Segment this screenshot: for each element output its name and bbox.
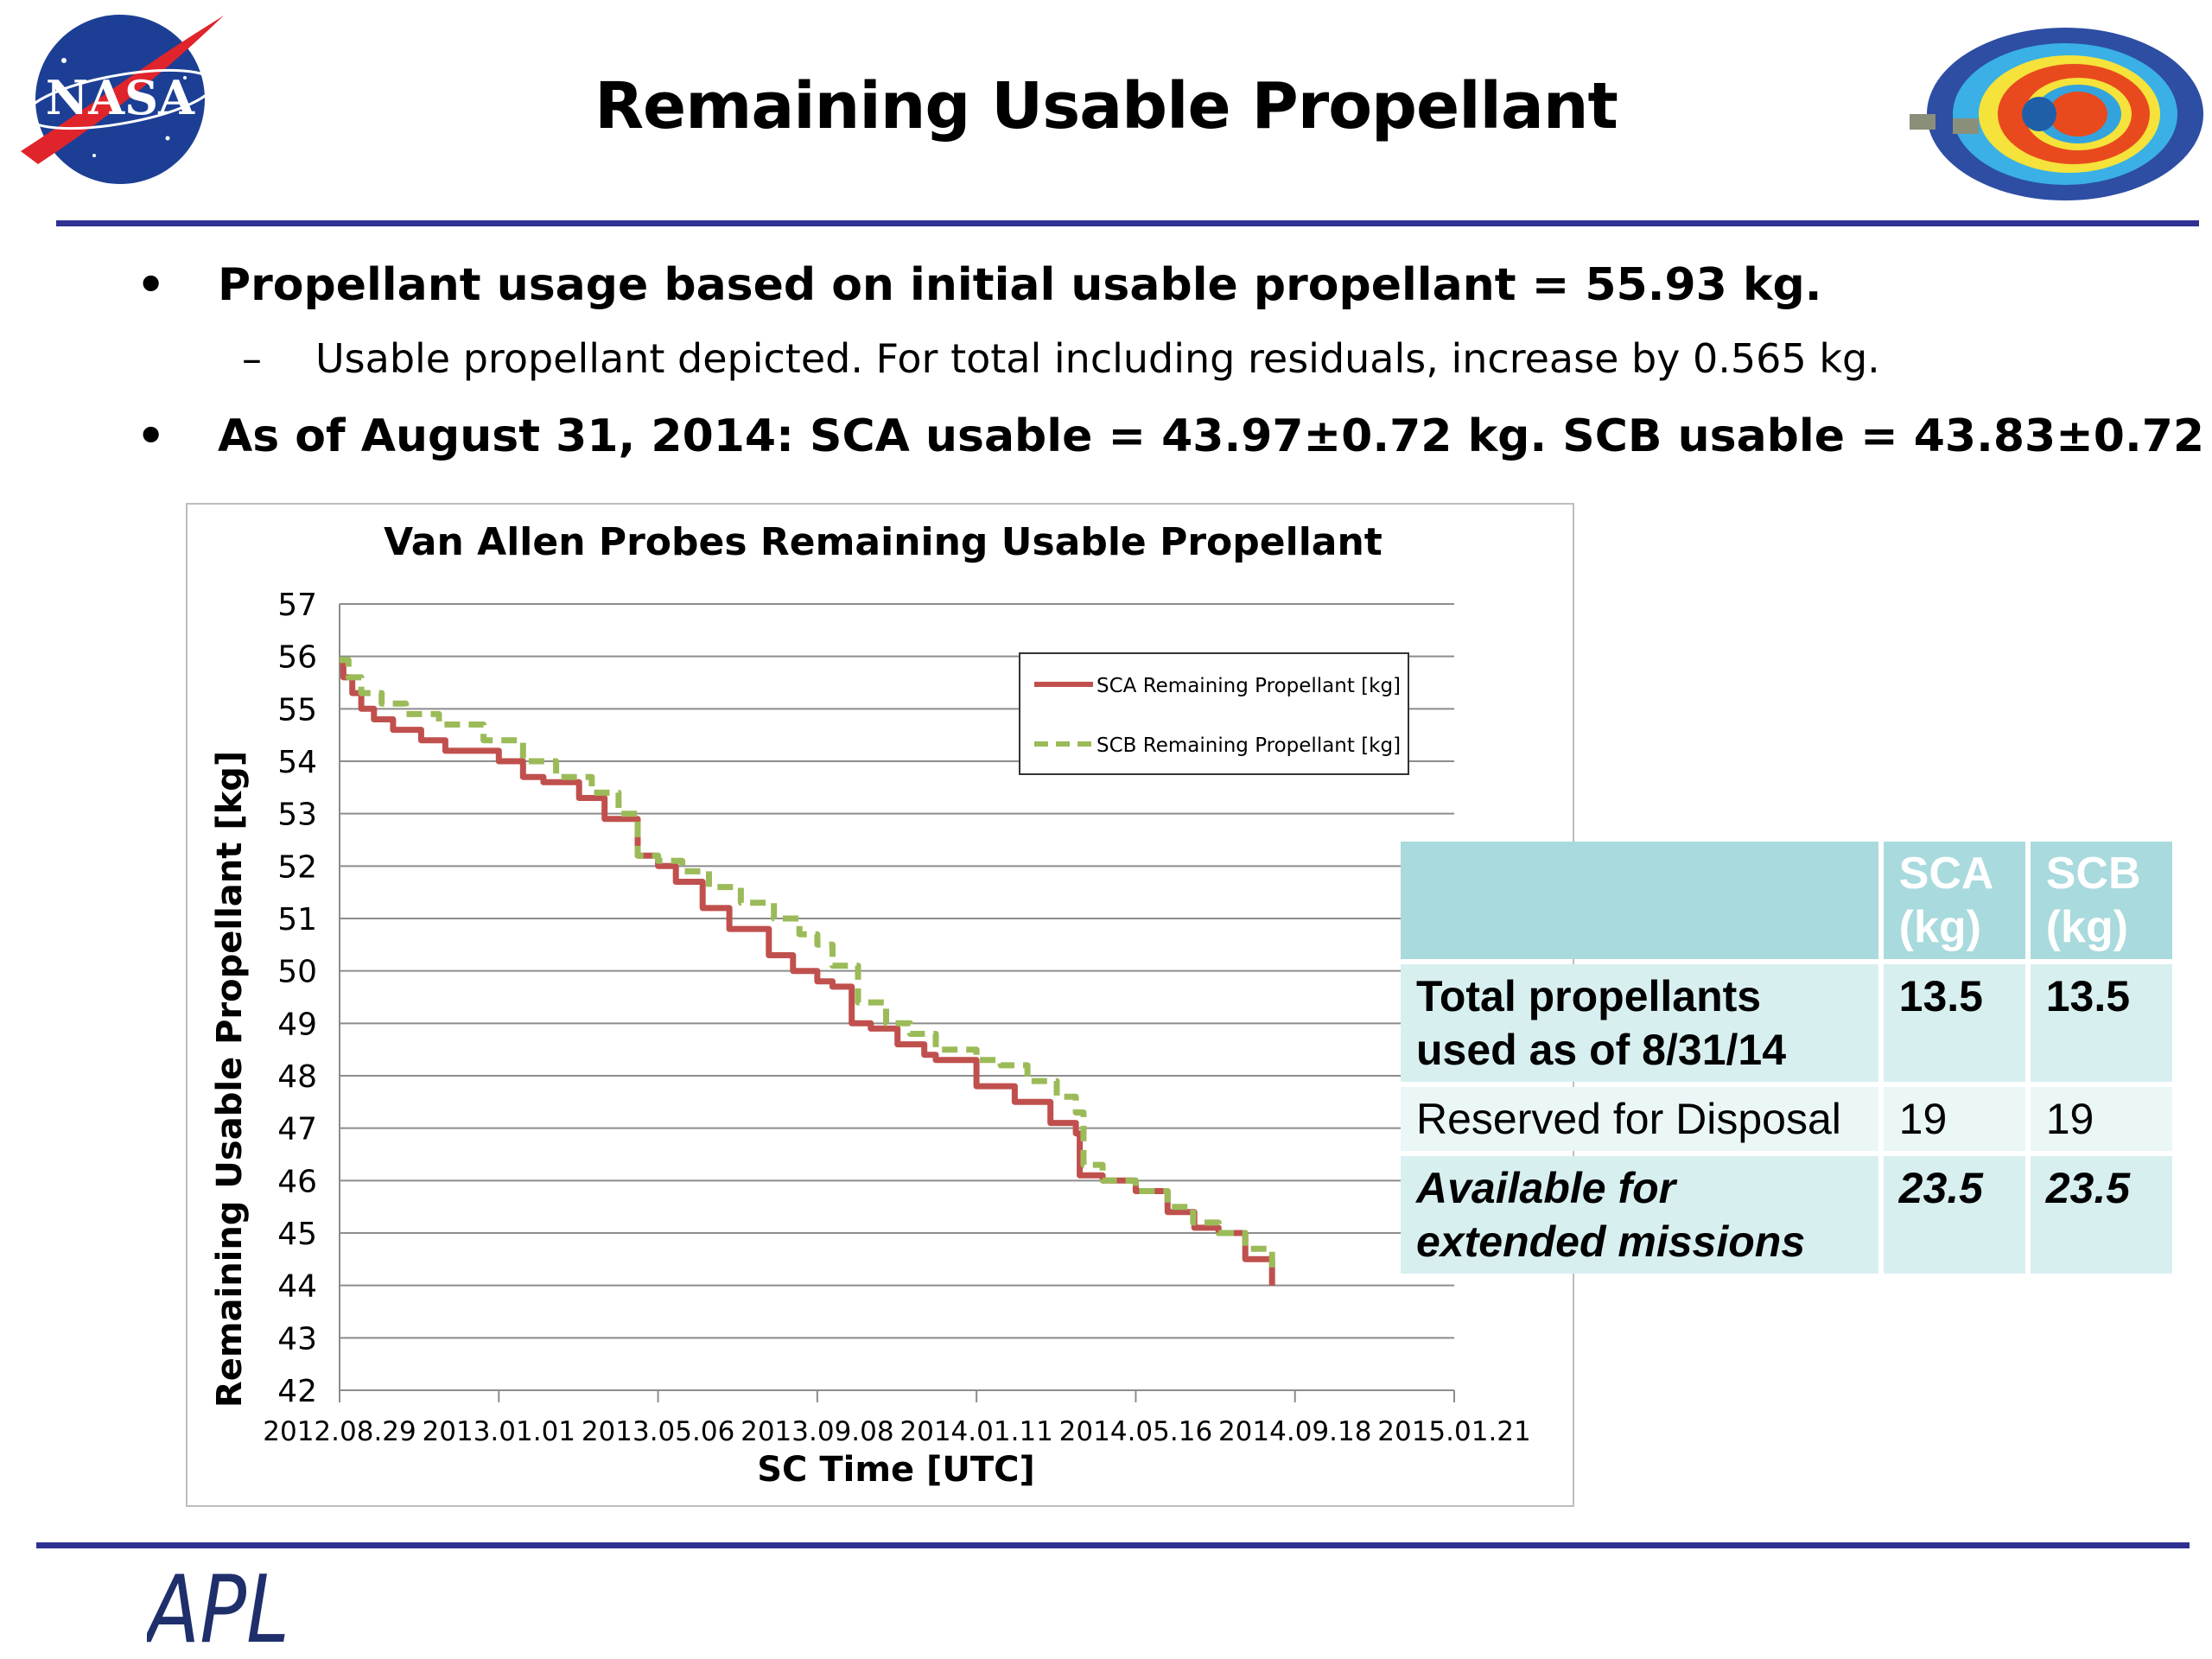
row-sca: 23.5 (1883, 1156, 2025, 1274)
chart-legend: SCA Remaining Propellant [kg] SCB Remain… (1019, 652, 1409, 775)
bullet-2-text: As of August 31, 2014: SCA usable = 43.9… (218, 410, 2212, 462)
y-tick-label: 45 (277, 1217, 317, 1252)
x-tick-label: 2014.05.16 (1059, 1416, 1213, 1447)
y-tick-label: 50 (277, 955, 317, 990)
dash-mark: – (242, 335, 262, 382)
legend-scb-label: SCB Remaining Propellant [kg] (1096, 734, 1401, 757)
row-scb: 19 (2030, 1087, 2172, 1151)
propellant-budget-table: SCA (kg) SCB (kg) Total propellants used… (1395, 836, 2177, 1279)
nasa-logo: NASA (21, 15, 224, 184)
x-tick-label: 2012.08.29 (263, 1416, 416, 1447)
x-tick-label: 2013.09.08 (741, 1416, 894, 1447)
sca-series-line (340, 658, 1275, 1286)
y-tick-label: 51 (277, 902, 317, 938)
bullet-1-sub-text: Usable propellant depicted. For total in… (315, 335, 1880, 382)
x-tick-label: 2015.01.21 (1377, 1416, 1531, 1447)
y-tick-label: 52 (277, 849, 317, 885)
series (340, 657, 1275, 1286)
bullet-1-text: Propellant usage based on initial usable… (218, 259, 1822, 311)
propellant-chart: Van Allen Probes Remaining Usable Propel… (210, 520, 1531, 1490)
table-header-blank (1401, 842, 1878, 959)
x-tick-label: 2013.05.06 (582, 1416, 735, 1447)
x-tick-label: 2013.01.01 (423, 1416, 576, 1447)
y-tick-label: 49 (277, 1007, 317, 1042)
y-tick-label: 44 (277, 1269, 317, 1305)
table-header-sca: SCA (kg) (1883, 842, 2025, 959)
y-tick-label: 48 (277, 1059, 317, 1095)
nasa-logo-text: NASA (46, 70, 195, 125)
apl-logo-text: APL (147, 1560, 289, 1650)
axes: 42 43 44 45 46 47 48 49 50 51 52 53 54 55 56 57 2012.08.… (263, 588, 1531, 1447)
y-tick-label: 43 (277, 1321, 317, 1357)
table-header-scb: SCB (kg) (2030, 842, 2172, 959)
x-tick-label: 2014.01.11 (899, 1416, 1053, 1447)
y-axis-title: Remaining Usable Propellant [kg] (210, 751, 250, 1408)
y-tick-label: 54 (277, 745, 317, 780)
y-tick-label: 47 (277, 1112, 317, 1147)
y-tick-label: 57 (277, 588, 317, 623)
row-label: Reserved for Disposal (1401, 1087, 1878, 1151)
x-axis-title: SC Time [UTC] (757, 1450, 1035, 1490)
row-scb: 13.5 (2030, 964, 2172, 1082)
y-tick-label: 53 (277, 798, 317, 833)
table-row: Available for extended missions 23.5 23.… (1401, 1156, 2172, 1274)
x-tick-label: 2014.09.18 (1218, 1416, 1372, 1447)
y-tick-label: 56 (277, 640, 317, 676)
apl-logo: APL (147, 1560, 289, 1650)
bullet-mark: • (137, 410, 166, 462)
scb-series-line (340, 657, 1275, 1275)
row-scb: 23.5 (2030, 1156, 2172, 1274)
chart-frame: Van Allen Probes Remaining Usable Propel… (186, 503, 1574, 1507)
slide-title: Remaining Usable Propellant (594, 69, 1618, 143)
radiation-belts-illustration (1910, 28, 2203, 200)
y-tick-label: 46 (277, 1164, 317, 1199)
table-header-row: SCA (kg) SCB (kg) (1401, 842, 2172, 959)
row-sca: 19 (1883, 1087, 2025, 1151)
row-label: Total propellants used as of 8/31/14 (1401, 964, 1878, 1082)
table-row: Reserved for Disposal 19 19 (1401, 1087, 2172, 1151)
footer-divider (36, 1542, 2190, 1548)
y-tick-label: 42 (277, 1374, 317, 1409)
row-sca: 13.5 (1883, 964, 2025, 1082)
title-divider (56, 220, 2199, 226)
legend-sca-label: SCA Remaining Propellant [kg] (1096, 675, 1401, 697)
chart-title: Van Allen Probes Remaining Usable Propel… (384, 520, 1382, 564)
table-row: Total propellants used as of 8/31/14 13.… (1401, 964, 2172, 1082)
bullet-mark: • (137, 259, 166, 311)
y-tick-label: 55 (277, 692, 317, 728)
row-label: Available for extended missions (1401, 1156, 1878, 1274)
